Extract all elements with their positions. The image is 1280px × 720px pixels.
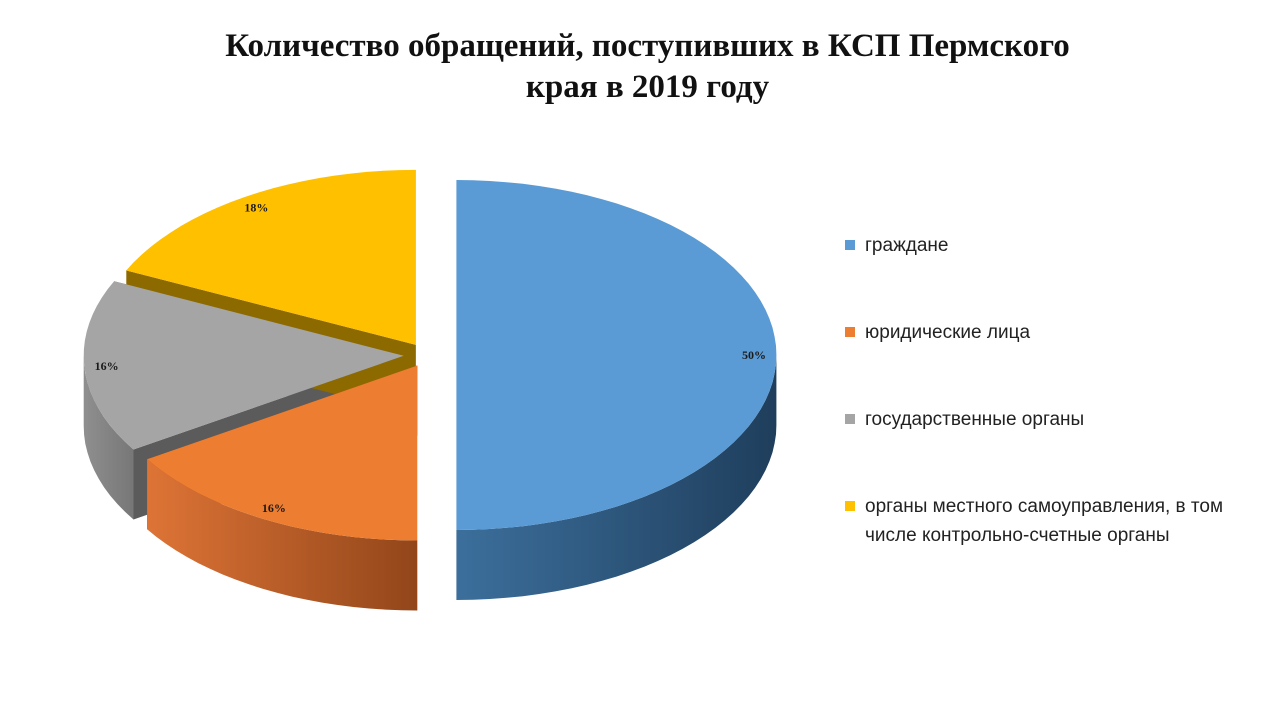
data-label-citizens: 50% <box>742 348 766 362</box>
slice-legal-entities <box>147 365 418 541</box>
slice-rim-citizens-1 <box>456 355 777 600</box>
legend-label-local-self-government: органы местного самоуправления, в том чи… <box>865 496 1224 546</box>
legend-label-legal-entities: юридические лица <box>865 322 1031 343</box>
data-label-government-bodies: 16% <box>95 359 119 373</box>
chart-title-line-2: края в 2019 году <box>525 69 770 105</box>
legend-item-local-self-government: органы местного самоуправления, в том чи… <box>845 492 1255 550</box>
legend-swatch-local-self-government <box>845 501 855 511</box>
slice-side-citizens <box>456 355 777 600</box>
chart-title: Количество обращений, поступивших в КСП … <box>0 26 1280 108</box>
slice-government-bodies <box>83 281 404 450</box>
legend-swatch-citizens <box>845 240 855 250</box>
chart-title-line-1: Количество обращений, поступивших в КСП … <box>225 28 1070 64</box>
slice-citizens <box>456 180 777 530</box>
legend-item-legal-entities: юридические лица <box>845 318 1255 347</box>
legend-item-government-bodies: государственные органы <box>845 405 1255 434</box>
legend-item-citizens: граждане <box>845 231 1255 260</box>
slice-rim-legal-entities-1 <box>147 459 418 611</box>
legend-swatch-government-bodies <box>845 414 855 424</box>
data-label-local-self-government: 18% <box>244 201 268 215</box>
legend-swatch-legal-entities <box>845 327 855 337</box>
legend-label-citizens: граждане <box>865 235 949 256</box>
legend: граждане юридические лица государственны… <box>845 0 1265 720</box>
data-label-legal-entities: 16% <box>262 501 286 515</box>
legend-label-government-bodies: государственные органы <box>865 409 1085 430</box>
slice-rim-government-bodies-1 <box>83 355 134 520</box>
slice-local-self-government <box>126 169 416 345</box>
